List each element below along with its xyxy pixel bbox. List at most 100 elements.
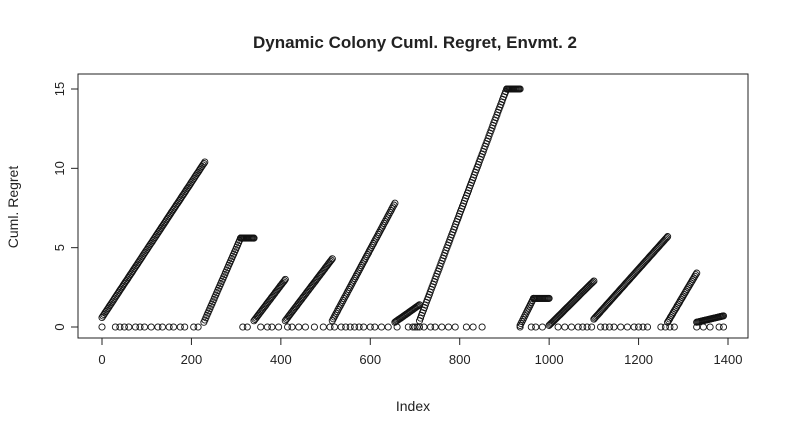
data-point [386,208,394,216]
data-point [663,234,671,242]
data-point [340,295,348,303]
data-point [451,323,459,331]
data-point [358,262,366,270]
data-point [337,323,345,331]
data-point [413,302,422,310]
data-point [706,323,714,331]
data-point [438,323,446,331]
data-point [288,323,296,331]
data-point [181,323,189,331]
x-tick-label: 0 [98,352,105,367]
data-point [413,323,421,331]
data-point [165,323,173,331]
data-point [365,247,373,255]
data-point [532,323,540,331]
data-point [239,323,247,331]
data-point [574,323,582,331]
data-point [353,271,361,279]
data-point [444,323,453,331]
x-tick-label: 600 [359,352,381,367]
data-point [363,251,372,259]
data-point [136,323,144,331]
data-point [630,323,638,331]
data-point [360,258,368,266]
data-point [355,267,363,275]
data-point [346,323,354,331]
data-point [554,323,562,331]
data-point [639,323,647,331]
data-points [98,85,728,331]
data-point [337,300,345,308]
data-point [158,323,166,331]
data-point [295,323,303,331]
data-point [545,294,553,302]
data-point [125,323,133,331]
data-point [268,323,276,331]
data-point [389,203,397,211]
data-point [331,311,339,319]
data-point [346,284,354,292]
data-point [699,323,707,331]
data-point [666,323,674,331]
data-point [431,323,439,331]
data-point [366,323,374,331]
x-tick-label: 800 [449,352,471,367]
data-point [350,276,358,284]
data-point [332,309,340,317]
data-point [617,323,625,331]
data-point [147,323,155,331]
data-point [657,323,665,331]
data-point [326,323,334,331]
x-tick-label: 1200 [624,352,653,367]
data-point [610,323,618,331]
data-point [393,323,401,331]
x-tick-label: 1400 [714,352,743,367]
data-point [469,323,477,331]
x-tick-label: 1000 [535,352,564,367]
data-point [335,304,343,312]
x-tick-label: 200 [181,352,203,367]
data-point [380,219,388,227]
data-point [516,323,524,331]
data-point [409,323,417,331]
data-point [344,287,352,295]
data-point [263,323,271,331]
data-point [360,323,368,331]
data-point [538,323,546,331]
data-point [351,323,359,331]
data-point [140,323,149,331]
data-point [664,233,672,241]
data-point [366,245,374,253]
data-point [319,323,327,331]
y-tick-label: 0 [52,323,67,330]
data-point [384,323,392,331]
data-point [415,323,424,331]
data-point [516,85,524,93]
data-point [693,269,701,277]
data-point [257,323,265,331]
data-point [355,323,363,331]
data-point [588,279,596,287]
data-point [131,323,140,331]
data-point [194,323,202,331]
data-point [243,323,251,331]
data-point [478,323,486,331]
x-axis: 0 200 400 600 800 1000 1200 1400 [98,337,743,367]
data-point [388,205,396,213]
data-point [341,293,349,301]
chart-title: Dynamic Colony Cuml. Regret, Envmt. 2 [253,33,577,52]
data-point [154,323,162,331]
data-point [377,323,386,331]
data-point [589,278,597,286]
data-point [404,323,412,331]
data-point [597,323,605,331]
data-point [176,323,184,331]
data-point [284,323,292,331]
data-point [377,225,385,233]
x-axis-label: Index [396,398,430,414]
data-point [169,323,178,331]
y-axis-label: Cuml. Regret [5,166,21,249]
data-point [605,323,614,331]
